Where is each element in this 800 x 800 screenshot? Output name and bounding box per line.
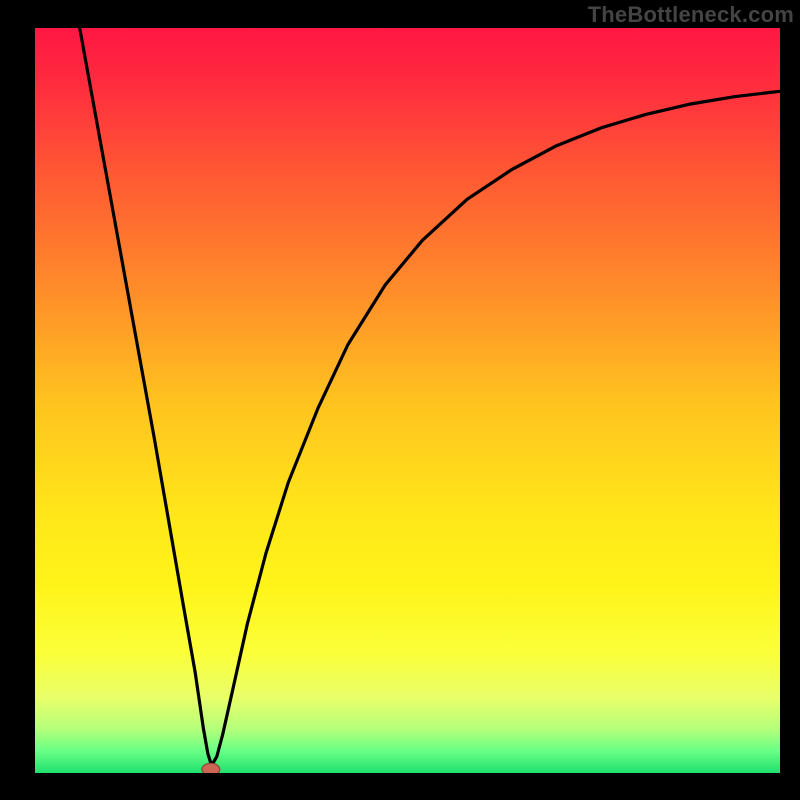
optimal-point-marker xyxy=(202,763,220,773)
chart-container: TheBottleneck.com xyxy=(0,0,800,800)
plot-area xyxy=(35,28,780,773)
bottleneck-curve-chart xyxy=(35,28,780,773)
watermark-text: TheBottleneck.com xyxy=(588,2,794,28)
